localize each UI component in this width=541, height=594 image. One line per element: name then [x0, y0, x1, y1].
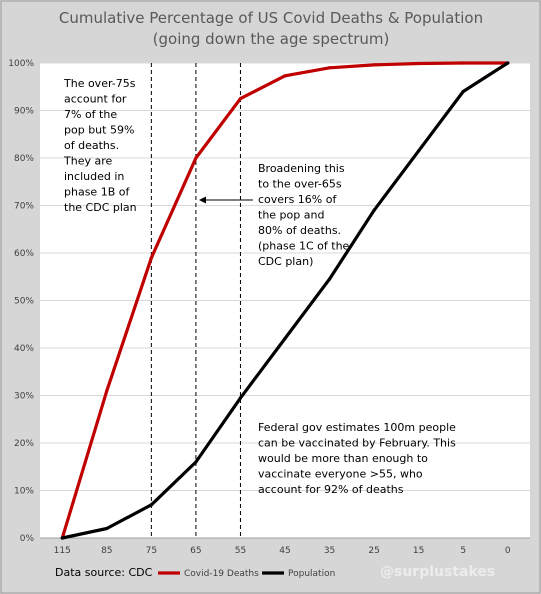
annotation-line: The over-75s — [63, 77, 136, 90]
data-point — [327, 66, 332, 70]
annotation-line: to the over-65s — [258, 178, 342, 191]
x-tick-label: 45 — [279, 546, 290, 556]
x-tick-label: 15 — [413, 546, 424, 556]
annotation-over65: Broadening this to the over-65s covers 16%… — [258, 162, 350, 268]
annotation-line: CDC plan) — [258, 255, 313, 268]
x-tick-label: 85 — [101, 546, 112, 556]
reference-dashed-lines — [150, 63, 241, 538]
x-tick-label: 65 — [190, 546, 201, 556]
annotation-line: Federal gov estimates 100m people — [258, 421, 456, 434]
data-point — [417, 61, 421, 66]
annotation-arrow-head — [199, 196, 206, 204]
annotation-line: included in — [64, 170, 124, 183]
annotation-line: They are — [63, 155, 112, 168]
annotation-line: covers 16% of — [258, 193, 337, 206]
x-tick-label: 115 — [54, 546, 71, 556]
annotations: The over-75s account for 7% of the pop but … — [63, 77, 456, 496]
data-point — [238, 396, 243, 400]
x-tick-label: 55 — [235, 546, 246, 556]
y-tick-label: 40% — [14, 344, 34, 354]
x-tick-label: 25 — [368, 546, 379, 556]
annotation-line: vaccinate everyone >55, who — [258, 468, 423, 481]
annotation-line: can be vaccinated by February. This — [258, 437, 456, 450]
y-tick-label: 30% — [14, 392, 34, 402]
annotation-line: of deaths. — [64, 139, 119, 152]
data-point — [194, 460, 198, 464]
data-point — [372, 208, 376, 212]
data-point — [461, 61, 465, 65]
data-point — [60, 536, 64, 540]
y-tick-label: 10% — [14, 487, 34, 497]
annotation-line: pop but 59% — [64, 124, 134, 137]
y-tick-label: 0% — [20, 534, 35, 544]
y-tick-label: 90% — [14, 107, 34, 117]
y-tick-label: 60% — [14, 249, 34, 259]
data-point — [461, 89, 465, 94]
y-tick-label: 80% — [14, 154, 34, 164]
y-tick-label: 50% — [14, 297, 34, 307]
annotation-line: 80% of deaths. — [258, 224, 341, 237]
x-tick-label: 5 — [460, 546, 466, 556]
y-tick-label: 100% — [8, 59, 34, 69]
y-axis-ticks: 0% 10% 20% 30% 40% 50% 60% 70% 80% 90% 100% — [8, 59, 34, 544]
annotation-line: would be more than enough to — [258, 452, 428, 465]
data-point — [194, 156, 198, 160]
annotation-line: (phase 1C of the — [258, 240, 350, 253]
x-tick-label: 35 — [324, 546, 335, 556]
chart-title: Cumulative Percentage of US Covid Deaths… — [59, 9, 483, 27]
annotation-line: account for 92% of deaths — [258, 483, 404, 496]
chart-subtitle: (going down the age spectrum) — [153, 30, 390, 48]
data-point — [283, 336, 287, 341]
legend-label: Population — [288, 569, 335, 579]
annotation-line: 7% of the — [64, 108, 117, 121]
annotation-over75: The over-75s account for 7% of the pop but … — [63, 77, 137, 214]
annotation-line: phase 1B of — [64, 186, 130, 199]
data-point — [105, 526, 109, 531]
x-tick-label: 0 — [505, 546, 511, 556]
data-point — [283, 74, 287, 78]
data-point — [149, 256, 153, 260]
data-point — [327, 277, 332, 281]
series-lines — [60, 61, 510, 540]
data-point — [417, 149, 421, 153]
watermark: @surplustakes — [380, 564, 495, 580]
annotation-federal: Federal gov estimates 100m people can be … — [258, 421, 456, 496]
x-tick-label: 75 — [146, 546, 157, 556]
y-tick-label: 70% — [14, 202, 34, 212]
data-point — [238, 97, 243, 101]
x-axis-ticks: 115 85 75 65 55 45 35 25 15 5 0 — [54, 546, 511, 556]
annotation-line: account for — [64, 93, 127, 106]
annotation-line: the pop and — [258, 209, 324, 222]
data-point — [149, 503, 153, 507]
annotation-line: Broadening this — [258, 162, 345, 175]
data-point — [372, 63, 376, 67]
data-point — [105, 389, 109, 393]
legend-label: Covid-19 Deaths — [184, 569, 259, 579]
data-source-label: Data source: CDC — [55, 566, 153, 579]
data-point — [506, 61, 510, 65]
annotation-line: the CDC plan — [64, 201, 137, 214]
y-tick-label: 20% — [14, 439, 34, 449]
legend: Covid-19 Deaths Population — [158, 569, 335, 579]
